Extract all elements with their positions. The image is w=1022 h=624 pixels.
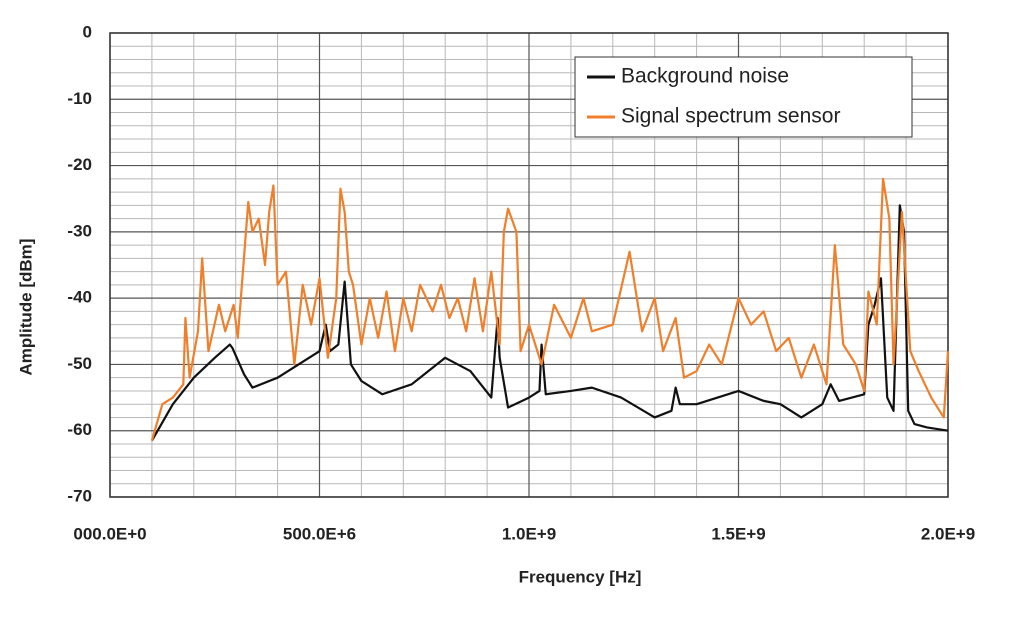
y-tick-label: -70 (67, 486, 92, 505)
legend-label: Background noise (621, 65, 789, 88)
x-tick-label: 500.0E+6 (283, 524, 356, 543)
y-tick-label: -20 (67, 155, 92, 174)
legend-box (574, 56, 913, 138)
x-tick-label: 000.0E+0 (73, 524, 146, 543)
x-tick-label: 2.0E+9 (921, 524, 975, 543)
y-tick-label: -50 (67, 354, 92, 373)
legend-label: Signal spectrum sensor (621, 105, 840, 128)
x-tick-label: 1.5E+9 (711, 524, 765, 543)
y-tick-label: -40 (67, 288, 92, 307)
y-axis-label: Amplitude [dBm] (16, 239, 35, 376)
series-line (150, 177, 950, 441)
y-tick-label: -60 (67, 420, 92, 439)
x-axis-label: Frequency [Hz] (519, 567, 642, 586)
legend: Background noise Signal spectrum sensor (574, 56, 913, 138)
x-tick-label: 1.0E+9 (502, 524, 556, 543)
y-tick-label: 0 (83, 22, 92, 41)
y-tick-label: -10 (67, 89, 92, 108)
plot-frame (109, 32, 949, 498)
y-tick-label: -30 (67, 221, 92, 240)
